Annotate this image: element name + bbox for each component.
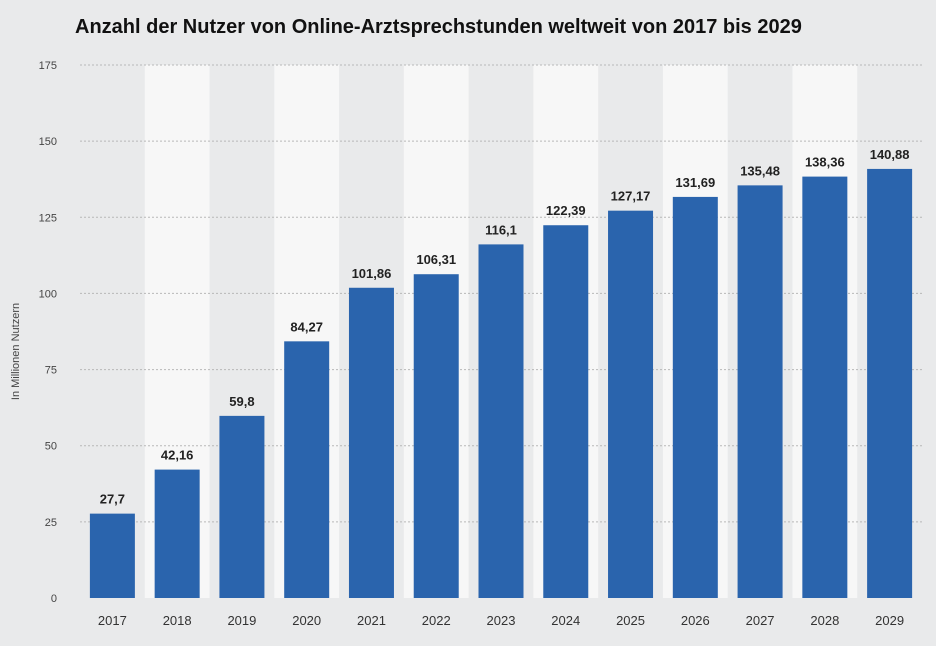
- bar: [608, 210, 654, 598]
- bars: [89, 168, 913, 598]
- data-label: 140,88: [870, 147, 910, 162]
- x-tick-label: 2022: [422, 613, 451, 628]
- y-tick-label: 125: [39, 212, 57, 224]
- y-axis-title: In Millionen Nutzern: [10, 303, 22, 400]
- bar: [219, 415, 265, 598]
- y-tick-label: 75: [45, 365, 57, 377]
- x-tick-label: 2021: [357, 613, 386, 628]
- x-tick-label: 2023: [487, 613, 516, 628]
- x-tick-label: 2029: [875, 613, 904, 628]
- x-tick-label: 2026: [681, 613, 710, 628]
- data-label: 138,36: [805, 155, 845, 170]
- bar: [867, 168, 913, 598]
- data-label: 42,16: [161, 448, 194, 463]
- y-tick-label: 150: [39, 136, 57, 148]
- data-label: 106,31: [416, 252, 456, 267]
- data-label: 84,27: [290, 319, 323, 334]
- bar: [284, 341, 330, 598]
- bar: [348, 287, 394, 598]
- bar: [543, 225, 589, 598]
- y-tick-label: 50: [45, 441, 57, 453]
- y-tick-label: 25: [45, 517, 57, 529]
- data-label: 116,1: [485, 222, 517, 237]
- x-tick-label: 2024: [551, 613, 580, 628]
- data-label: 59,8: [229, 394, 254, 409]
- bar: [802, 176, 848, 598]
- x-tick-label: 2019: [227, 613, 256, 628]
- data-label: 131,69: [675, 175, 715, 190]
- labels: 0 25 50 75 100 125 150 175 In Millionen Nutzern 2…: [10, 60, 909, 628]
- x-tick-label: 2025: [616, 613, 645, 628]
- chart-title: Anzahl der Nutzer von Online-Arztsprechs…: [75, 16, 802, 38]
- bar: [413, 274, 459, 598]
- x-tick-label: 2020: [292, 613, 321, 628]
- bar: [672, 196, 718, 598]
- y-tick-label: 175: [39, 60, 57, 72]
- bar: [154, 469, 200, 598]
- bar: [89, 513, 135, 598]
- y-tick-label: 0: [51, 593, 57, 605]
- data-label: 27,7: [100, 492, 125, 507]
- x-tick-label: 2018: [163, 613, 192, 628]
- bar: [737, 185, 783, 598]
- y-tick-label: 100: [39, 288, 57, 300]
- data-label: 127,17: [611, 189, 651, 204]
- data-label: 135,48: [740, 163, 780, 178]
- bar: [478, 244, 524, 598]
- data-label: 122,39: [546, 203, 586, 218]
- x-tick-label: 2017: [98, 613, 127, 628]
- data-label: 101,86: [352, 266, 392, 281]
- x-tick-label: 2027: [746, 613, 775, 628]
- x-tick-label: 2028: [810, 613, 839, 628]
